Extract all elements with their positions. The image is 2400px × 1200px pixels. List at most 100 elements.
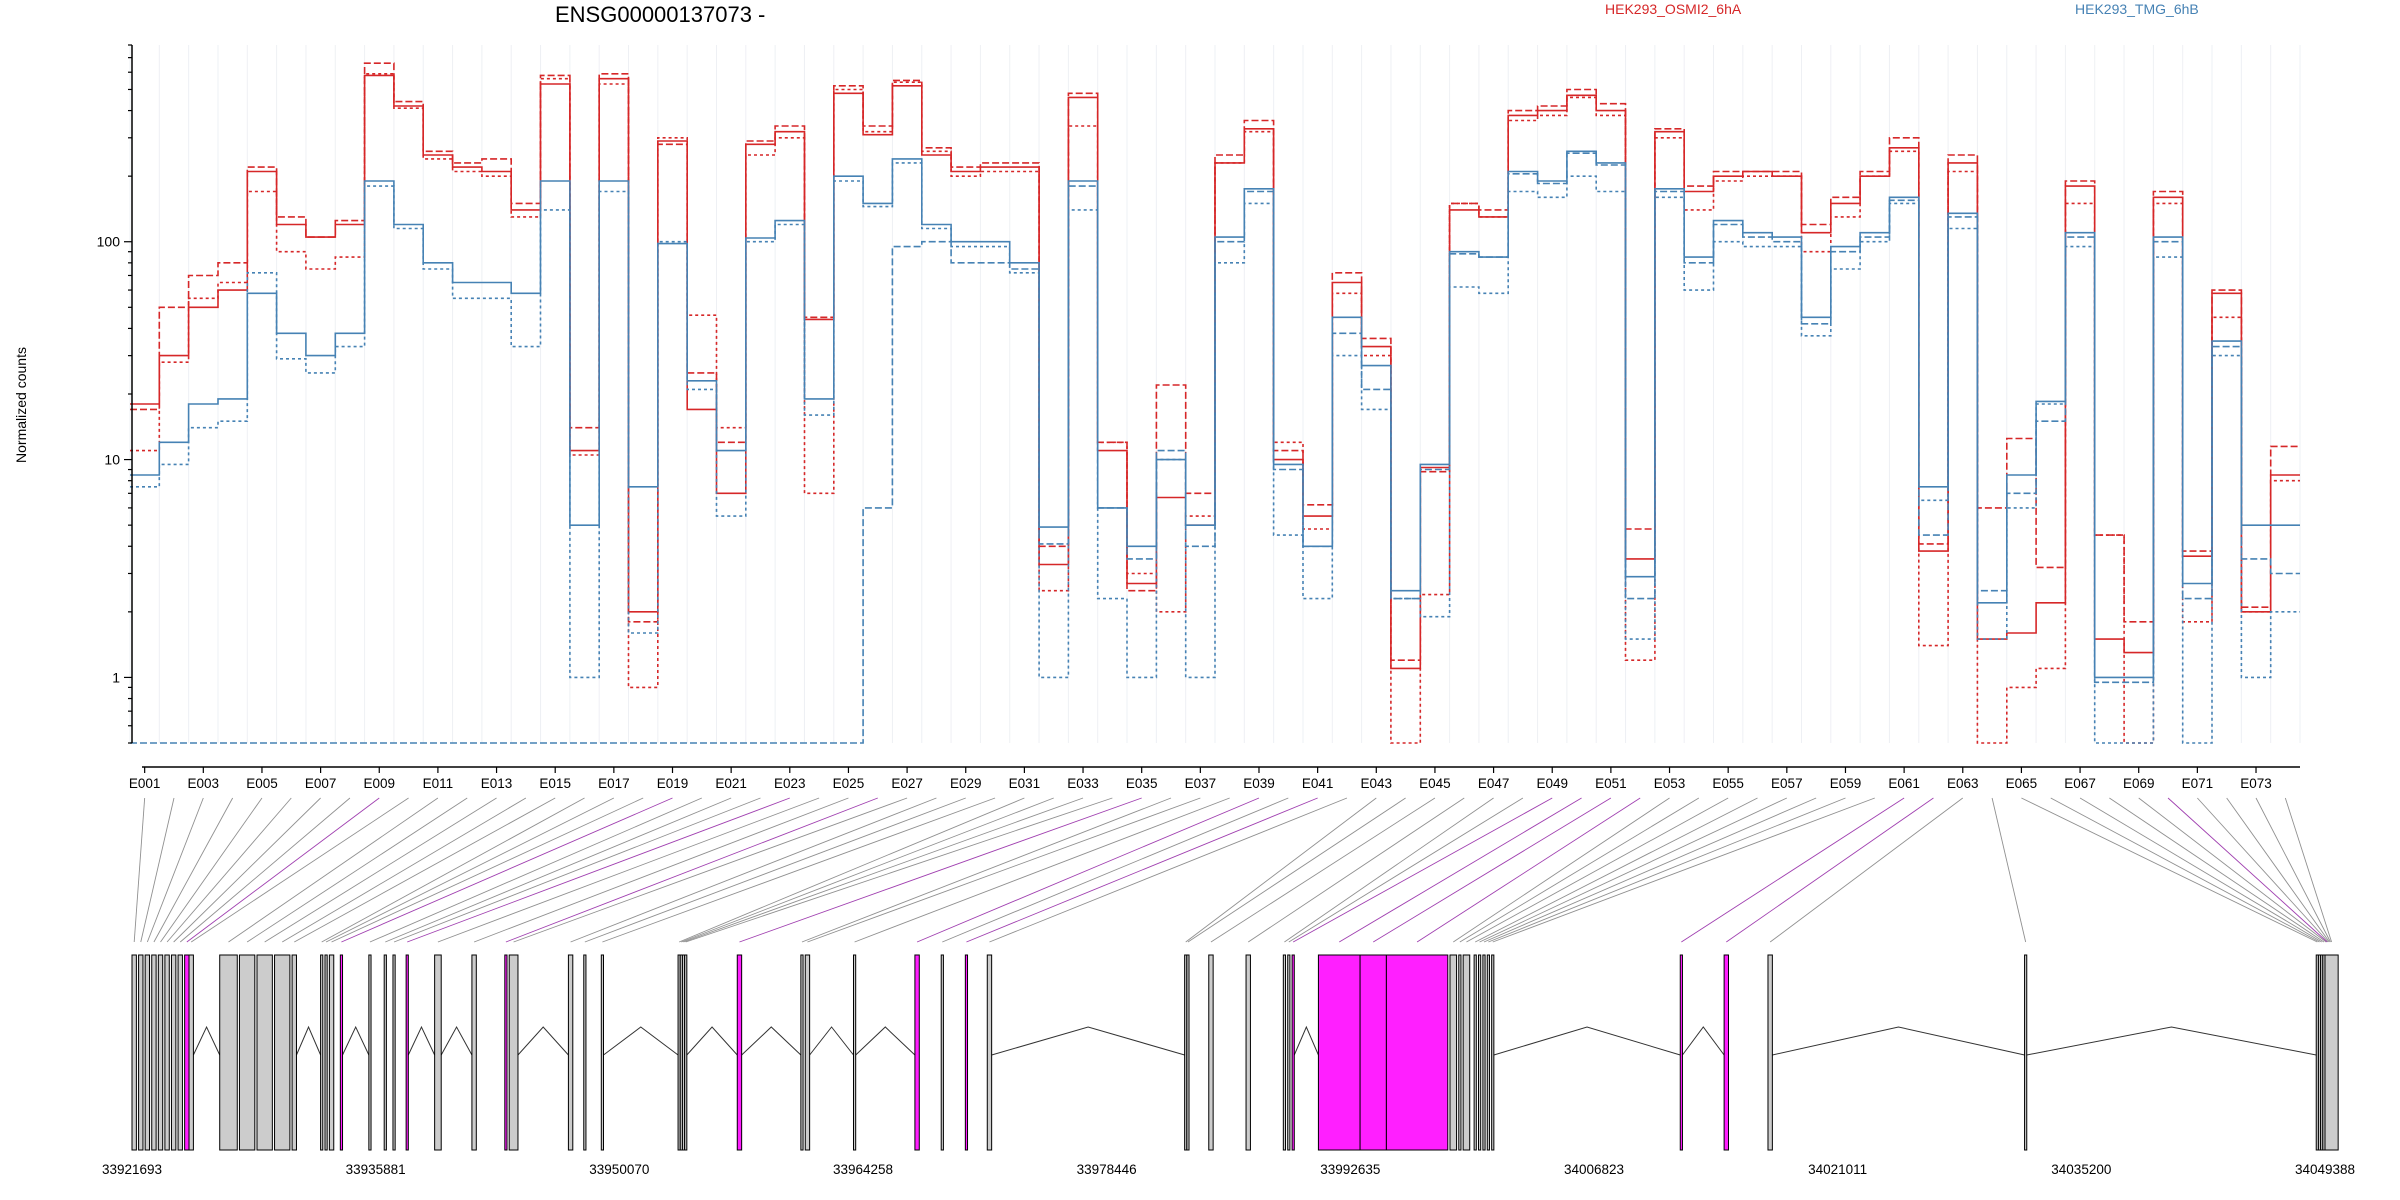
intron-line (855, 1026, 916, 1056)
intron-line (1493, 1026, 1681, 1056)
legend-entry-osmi: HEK293_OSMI2_6hA (1605, 1, 1742, 17)
genomic-coordinate-label: 33964258 (833, 1162, 893, 1177)
exon-connector (513, 797, 908, 943)
genomic-coordinate-label: 33992635 (1320, 1162, 1380, 1177)
x-tick-label: E029 (950, 776, 982, 791)
exon-connector (2138, 797, 2327, 943)
exon-box (405, 954, 409, 1151)
y-tick-label: 1 (112, 669, 120, 685)
exon-connector (1726, 797, 1934, 943)
series-group (130, 62, 2300, 744)
exon-connector (341, 797, 673, 943)
exon-connector (1483, 797, 1817, 943)
exon-connector (1681, 797, 1905, 943)
exon-box (986, 954, 993, 1151)
exon-connector (1492, 797, 1875, 943)
genomic-coordinate-label: 33935881 (346, 1162, 406, 1177)
exon-connector (807, 797, 1201, 943)
exon-box (1287, 954, 1291, 1151)
genomic-coordinate-label: 34049388 (2295, 1162, 2355, 1177)
exon-connector (190, 797, 409, 943)
exon-connector (739, 797, 1142, 943)
exon-box (1208, 954, 1214, 1151)
x-tick-label: E017 (598, 776, 630, 791)
exon-connector (2079, 797, 2322, 943)
gene-model: 33921693 33935881 33950070 33964258 33978446… (102, 954, 2355, 1177)
exon-connector (146, 797, 204, 943)
exon-connector (385, 797, 732, 943)
x-tick-label: E063 (1947, 776, 1979, 791)
exon-connector (854, 797, 1230, 943)
exon-box (1478, 954, 1482, 1151)
x-tick-label: E003 (188, 776, 220, 791)
exon-box (583, 954, 587, 1151)
exon-connectors (133, 797, 2333, 943)
x-tick-label: E019 (657, 776, 689, 791)
exon-connector (393, 797, 761, 943)
exon-box (471, 954, 477, 1151)
exon-connector (683, 797, 1084, 943)
exon-box (2324, 954, 2339, 1151)
exon-box (177, 954, 183, 1151)
exon-box (852, 954, 857, 1151)
exon-connector (294, 797, 556, 943)
exon-connector (1475, 797, 1758, 943)
exon-box (328, 954, 335, 1151)
exon-connector (1459, 797, 1700, 943)
x-tick-label: E015 (539, 776, 571, 791)
y-tick-label: 100 (97, 234, 121, 250)
intron-line (2026, 1026, 2317, 1056)
exon-connector (140, 797, 175, 943)
exon-connector (228, 797, 439, 943)
exon-connector (437, 797, 820, 943)
x-tick-label: E061 (1888, 776, 1920, 791)
exon-box (1449, 954, 1458, 1151)
exon-connector (1292, 797, 1553, 943)
x-tick-label: E011 (423, 776, 454, 791)
exon-box (274, 954, 291, 1151)
exon-box (131, 954, 137, 1151)
exon-box (600, 954, 604, 1151)
exon-connector (989, 797, 1348, 943)
exon-box (804, 954, 811, 1151)
x-tick-label: E055 (1712, 776, 1744, 791)
exon-connector (2255, 797, 2331, 943)
exon-box (138, 954, 144, 1151)
legend-entry-tmg: HEK293_TMG_6hB (2075, 1, 2199, 17)
exon-box (339, 954, 344, 1151)
exon-box (940, 954, 944, 1151)
exon-connector (1373, 797, 1612, 943)
intron-line (603, 1026, 679, 1056)
exon-connector (2197, 797, 2329, 943)
exon-connector (678, 797, 1025, 943)
exon-connector (166, 797, 292, 943)
intron-line (1772, 1026, 2025, 1056)
exon-box (184, 954, 190, 1151)
exon-connector (1991, 797, 2027, 943)
exon-connector (1453, 797, 1670, 943)
exon-connector (916, 797, 1260, 943)
exon-box (1679, 954, 1683, 1151)
exon-box (170, 954, 177, 1151)
exon-box (291, 954, 297, 1151)
exon-connector (2284, 797, 2333, 943)
exon-connector (246, 797, 468, 943)
exon-box (2024, 954, 2028, 1151)
x-tick-label: E023 (774, 776, 806, 791)
x-tick-label: E049 (1536, 776, 1568, 791)
exon-connector (133, 797, 146, 943)
exon-box (188, 954, 194, 1151)
x-tick-label: E069 (2123, 776, 2155, 791)
exon-connector (1488, 797, 1846, 943)
y-tick-label: 10 (104, 452, 120, 468)
x-tick-label: E033 (1067, 776, 1099, 791)
exon-connector (1479, 797, 1788, 943)
genomic-coordinate-label: 34035200 (2051, 1162, 2111, 1177)
x-tick-label: E047 (1478, 776, 1510, 791)
exon-box (736, 954, 743, 1151)
exon-box (320, 954, 324, 1151)
intron-line (296, 1025, 322, 1056)
exon-connector (1247, 797, 1465, 943)
exon-connector (570, 797, 937, 943)
x-tick-label: E037 (1185, 776, 1217, 791)
